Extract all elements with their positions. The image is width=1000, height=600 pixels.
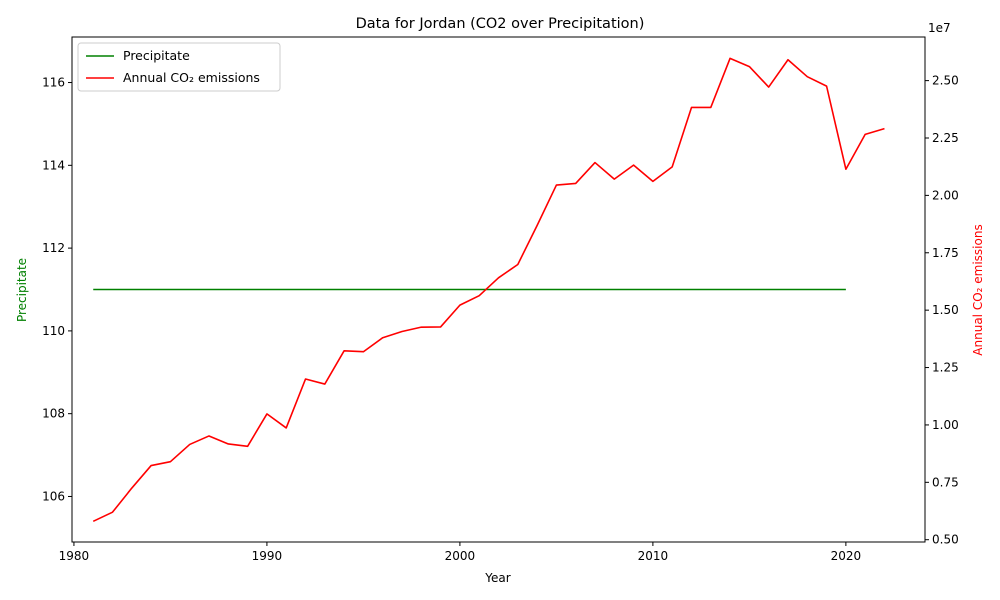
series-line-co2	[92, 57, 885, 523]
legend-label-precipitate: Precipitate	[123, 48, 190, 63]
x-tick-label-2010: 2010	[638, 549, 669, 563]
y-right-tick-label-1.50: 1.50	[932, 303, 959, 317]
legend: Precipitate Annual CO₂ emissions	[77, 42, 281, 92]
y-right-tick-label-0.75: 0.75	[932, 475, 959, 489]
y-left-tick-label-114: 114	[42, 158, 65, 172]
y-left-tick-label-108: 108	[42, 407, 65, 421]
y-right-tick-label-1.00: 1.00	[932, 418, 959, 432]
y-right-tick-label-1.75: 1.75	[932, 246, 959, 260]
y-axis-right-label: Annual CO₂ emissions	[971, 224, 985, 355]
x-tick-label-1990: 1990	[252, 549, 283, 563]
legend-box	[77, 42, 281, 92]
y-right-tick-label-2.50: 2.50	[932, 74, 959, 88]
y-axis-left-label: Precipitate	[15, 258, 29, 322]
y-left-tick-label-110: 110	[42, 324, 65, 338]
x-axis: 1980 1990 2000 2010 2020	[59, 542, 861, 563]
series-layer	[92, 57, 885, 523]
y-right-tick-label-1.25: 1.25	[932, 361, 959, 375]
legend-label-co2: Annual CO₂ emissions	[123, 70, 260, 85]
y-left-tick-label-112: 112	[42, 241, 65, 255]
x-axis-label: Year	[484, 571, 510, 585]
y-axis-left: 106 108 110 112 114 116	[42, 76, 72, 503]
y-axis-right: 0.50 0.75 1.00 1.25 1.50 1.75 2.00 2.25 2.50	[925, 74, 959, 547]
y-left-tick-label-116: 116	[42, 76, 65, 90]
x-tick-label-2000: 2000	[445, 549, 476, 563]
right-axis-offset-text: 1e7	[928, 21, 951, 35]
x-tick-label-1980: 1980	[59, 549, 90, 563]
y-right-tick-label-2.25: 2.25	[932, 131, 959, 145]
y-left-tick-label-106: 106	[42, 489, 65, 503]
y-right-tick-label-0.50: 0.50	[932, 533, 959, 547]
chart-title: Data for Jordan (CO2 over Precipitation)	[356, 16, 645, 32]
x-tick-label-2020: 2020	[831, 549, 862, 563]
y-right-tick-label-2.00: 2.00	[932, 188, 959, 202]
plot-frame	[71, 36, 926, 543]
